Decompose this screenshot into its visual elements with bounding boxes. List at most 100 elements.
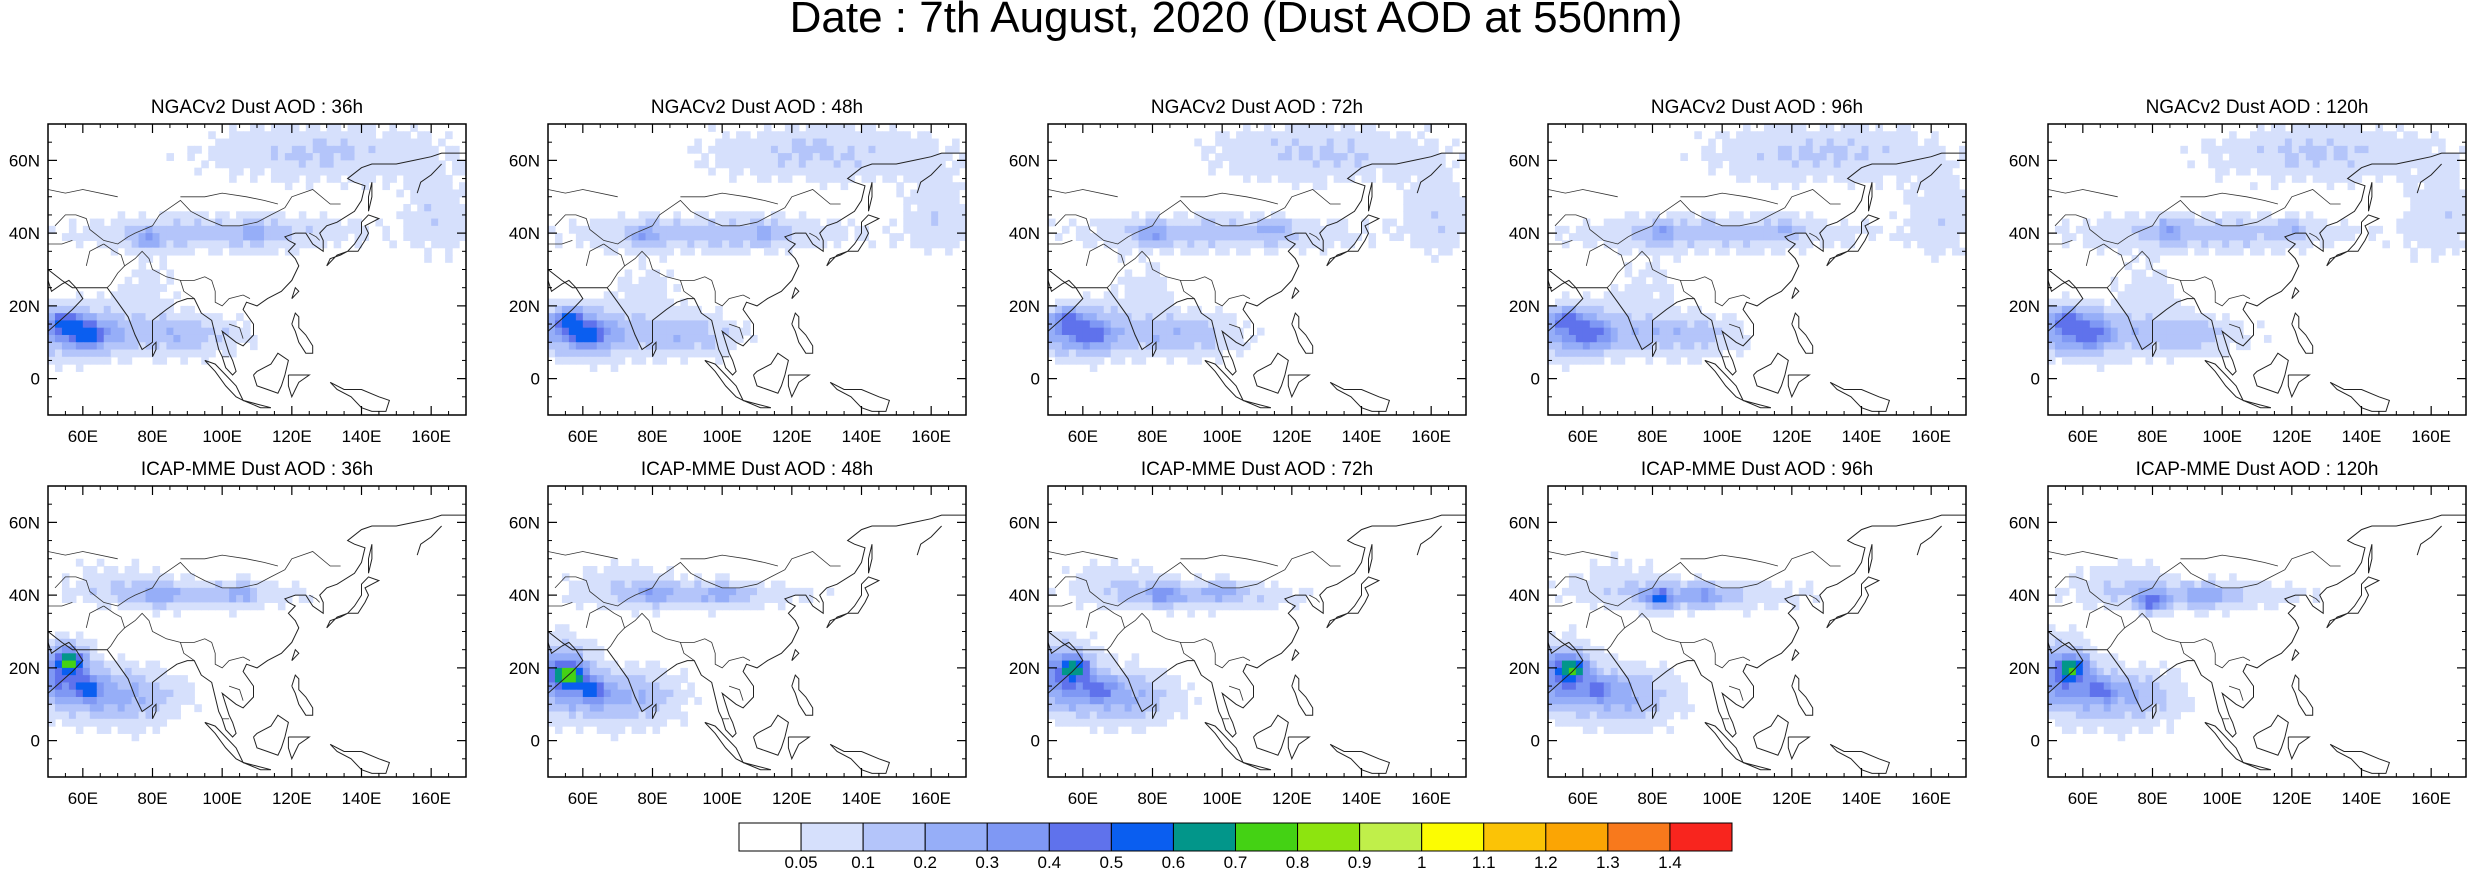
aod-cell [1673, 305, 1681, 314]
aod-cell [924, 174, 932, 183]
aod-cell [1750, 145, 1758, 154]
aod-cell [1763, 138, 1772, 147]
aod-cell [652, 218, 661, 227]
aod-cell [1257, 174, 1265, 183]
x-tick-label: 160E [411, 789, 451, 808]
aod-cell [54, 696, 63, 705]
aod-cell [2068, 233, 2077, 241]
aod-cell [215, 153, 223, 161]
aod-cell [2452, 247, 2460, 256]
country-border [728, 323, 744, 339]
aod-cell [1763, 131, 1772, 140]
aod-cell [2382, 240, 2390, 249]
aod-cell [1757, 218, 1765, 227]
aod-cell [2410, 204, 2418, 212]
aod-cell [1840, 145, 1849, 154]
aod-cell [354, 225, 363, 234]
aod-cell [396, 153, 404, 161]
aod-cell [2096, 298, 2105, 307]
aod-cell [2243, 342, 2251, 351]
aod-cell [187, 327, 195, 336]
aod-cell [2424, 167, 2432, 176]
aod-cell [603, 334, 612, 343]
aod-cell [2445, 211, 2453, 220]
aod-cell [2354, 131, 2363, 140]
aod-cell [826, 138, 835, 147]
aod-cell [2222, 327, 2230, 336]
aod-cell [131, 349, 140, 358]
aod-cell [1333, 153, 1342, 161]
country-border [85, 605, 104, 628]
aod-cell [610, 364, 619, 372]
aod-cell [68, 660, 77, 669]
aod-cell [2445, 189, 2453, 198]
aod-cell [1791, 124, 1800, 132]
aod-cell [945, 174, 953, 183]
aod-cell [826, 233, 835, 241]
aod-cell [2417, 174, 2425, 183]
aod-cell [1305, 174, 1314, 183]
country-border [228, 323, 244, 339]
y-tick-label: 20N [509, 297, 540, 316]
aod-cell [1222, 313, 1230, 322]
aod-cell [2145, 225, 2154, 234]
aod-cell [1270, 218, 1279, 227]
aod-cell [1277, 218, 1286, 227]
aod-cell [2117, 349, 2126, 358]
aod-cell [840, 233, 849, 241]
aod-cell [2403, 240, 2411, 249]
aod-cell [2138, 298, 2147, 307]
aod-cell [187, 334, 195, 343]
aod-cell [659, 349, 668, 358]
aod-cell [1770, 225, 1779, 234]
aod-cell [2319, 174, 2328, 183]
aod-cell [2222, 145, 2230, 154]
aod-cell [826, 124, 835, 132]
aod-cell [1596, 356, 1605, 365]
aod-cell [729, 218, 737, 227]
aod-cell [54, 667, 63, 676]
aod-cell [1152, 320, 1161, 329]
aod-cell [757, 153, 765, 161]
aod-cell [847, 153, 856, 161]
aod-cell [1659, 218, 1668, 227]
aod-cell [952, 225, 960, 234]
aod-cell [1277, 174, 1286, 183]
aod-cell [2173, 334, 2181, 343]
aod-cell [138, 211, 147, 220]
aod-cell [2333, 138, 2342, 147]
aod-cell [680, 573, 688, 582]
aod-cell [2061, 233, 2070, 241]
aod-cell [1959, 196, 1966, 205]
aod-cell [945, 189, 953, 198]
aod-cell [2333, 167, 2342, 176]
aod-cell [1424, 160, 1432, 169]
aod-cell [2159, 218, 2168, 227]
aod-cell [1375, 138, 1383, 147]
aod-cell [2438, 233, 2446, 241]
aod-cell [1068, 356, 1077, 365]
aod-cell [952, 138, 960, 147]
aod-cell [1326, 233, 1335, 241]
aod-cell [194, 595, 202, 603]
aod-cell [215, 595, 223, 603]
aod-cell [687, 327, 695, 336]
aod-cell [1180, 313, 1188, 322]
x-tick-label: 120E [772, 427, 812, 446]
aod-cell [1152, 291, 1161, 300]
aod-cell [2201, 211, 2209, 220]
aod-cell [1931, 174, 1939, 183]
aod-cell [2284, 145, 2293, 154]
y-tick-label: 0 [1031, 370, 1040, 389]
aod-cell [2445, 218, 2453, 227]
aod-cell [2417, 189, 2425, 198]
aod-cell [173, 342, 181, 351]
aod-cell [2173, 247, 2181, 256]
aod-cell [610, 342, 619, 351]
aod-cell [2368, 225, 2377, 234]
aod-cell [1396, 153, 1404, 161]
aod-cell [722, 349, 730, 358]
aod-cell [152, 660, 161, 669]
aod-cell [326, 225, 335, 234]
